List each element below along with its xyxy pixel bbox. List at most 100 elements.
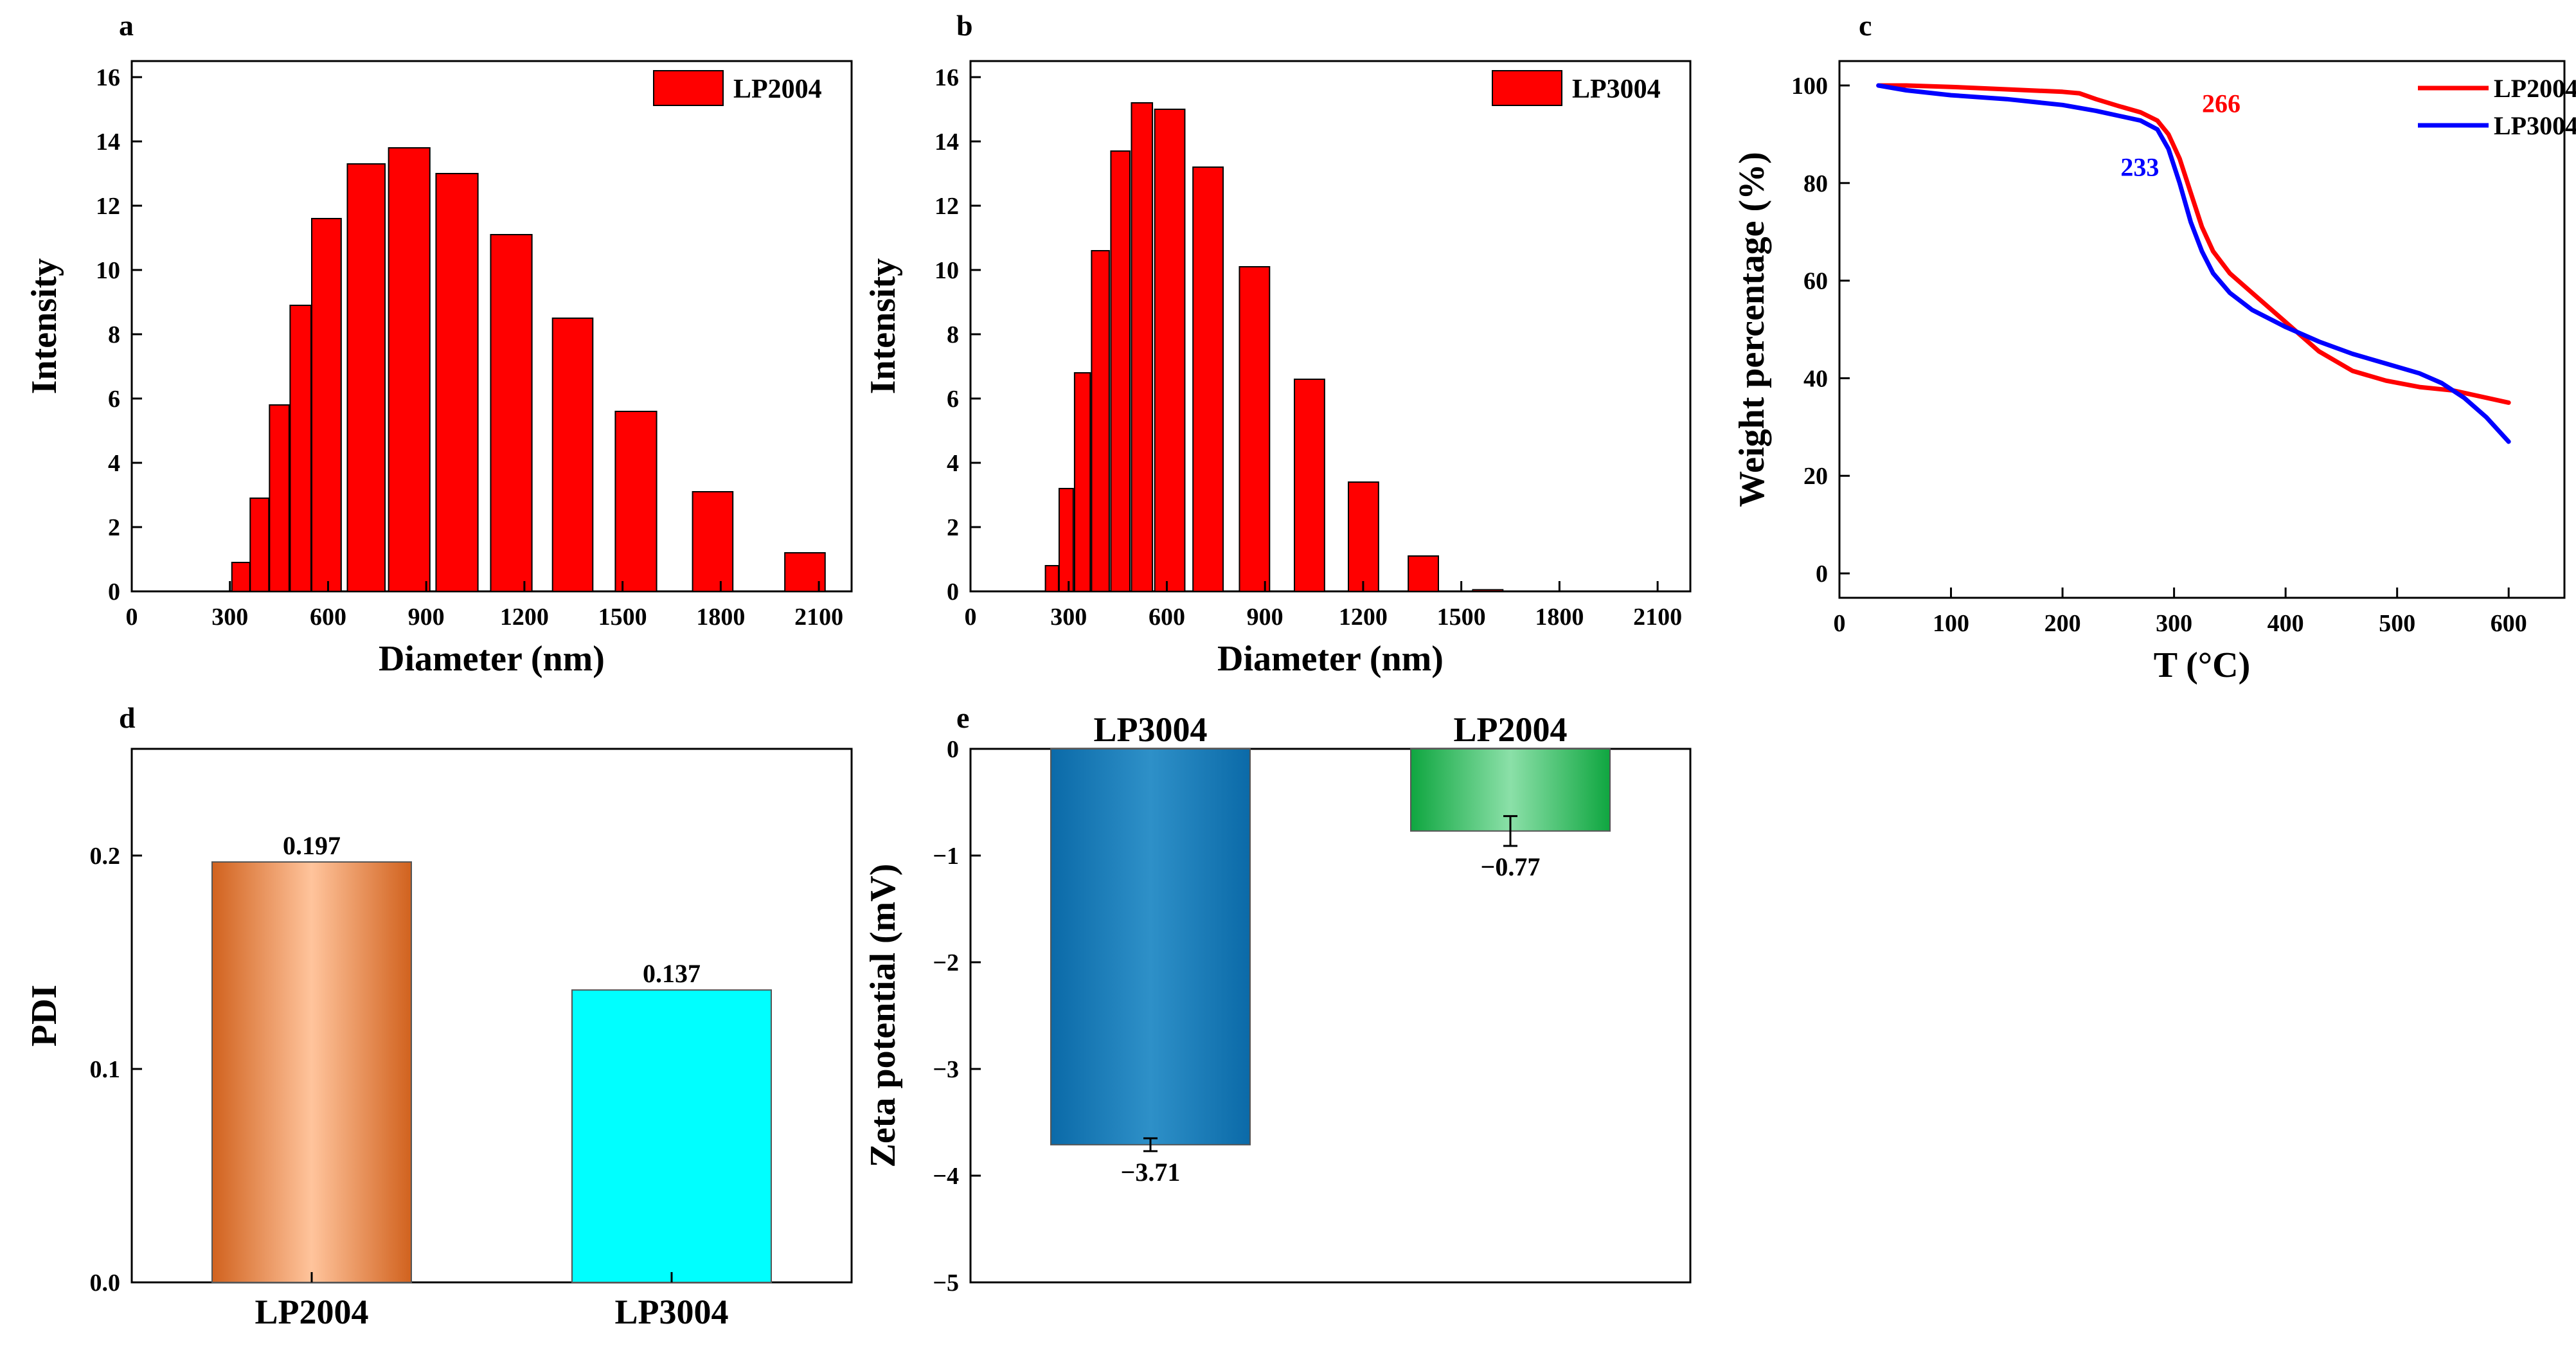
panel-label: c bbox=[1859, 9, 1872, 42]
histogram-bar bbox=[1294, 379, 1325, 592]
x-tick-label: 400 bbox=[2267, 610, 2304, 637]
y-tick-label: 4 bbox=[947, 450, 959, 477]
y-tick-label: 0.0 bbox=[90, 1270, 121, 1297]
x-tick-label: 300 bbox=[2156, 610, 2192, 637]
x-axis-title: Diameter (nm) bbox=[1217, 639, 1444, 679]
histogram-bar bbox=[1154, 109, 1186, 592]
y-axis-title: Intensity bbox=[24, 258, 64, 395]
plot-frame bbox=[969, 60, 1692, 593]
x-tick-label: 0 bbox=[1834, 610, 1846, 637]
panel-b: b 0 300 600 900 1200 1500 1800 2100 0 2 4 6 8 10 12 14 16… bbox=[863, 9, 1692, 679]
y-axis-title: Intensity bbox=[863, 258, 903, 395]
histogram-bar bbox=[289, 305, 312, 592]
histogram-bar bbox=[1408, 555, 1439, 592]
y-tick-label: 0 bbox=[108, 579, 120, 606]
y-tick-label: 2 bbox=[108, 514, 120, 541]
y-tick-label: 80 bbox=[1803, 170, 1828, 197]
histogram-bar bbox=[1044, 565, 1059, 592]
y-tick-label: 0 bbox=[947, 579, 959, 606]
y-tick-label: 10 bbox=[96, 257, 120, 284]
histogram-bar bbox=[1110, 150, 1131, 592]
y-tick-label: 6 bbox=[108, 386, 120, 413]
legend-label: LP3004 bbox=[2494, 111, 2576, 140]
y-tick-label: 14 bbox=[935, 129, 959, 156]
y-tick-label: 0 bbox=[1816, 561, 1828, 588]
x-tick-label: 900 bbox=[408, 604, 445, 631]
panel-label: e bbox=[956, 701, 969, 734]
data-label: 0.197 bbox=[283, 831, 341, 860]
y-tick-label: 8 bbox=[108, 321, 120, 348]
bar-lp3004 bbox=[571, 989, 772, 1284]
y-tick-label: −1 bbox=[933, 843, 959, 870]
histogram-bar bbox=[614, 411, 657, 592]
line-series-lp3004 bbox=[1876, 83, 2511, 444]
histogram-bar bbox=[551, 318, 594, 592]
x-axis-title: T (°C) bbox=[2154, 645, 2250, 685]
legend-swatch bbox=[1492, 70, 1562, 106]
x-tick-label: 2100 bbox=[794, 604, 843, 631]
x-category-label: LP3004 bbox=[1093, 710, 1207, 749]
data-label: 0.137 bbox=[643, 959, 701, 988]
y-tick-label: −4 bbox=[933, 1163, 959, 1190]
histogram-bar bbox=[692, 491, 734, 592]
x-tick-label: 300 bbox=[1050, 604, 1087, 631]
y-tick-label: 0.2 bbox=[90, 843, 121, 870]
x-tick-label: 0 bbox=[126, 604, 138, 631]
y-axis-title: Weight percentage (%) bbox=[1732, 152, 1772, 507]
x-tick-label: 0 bbox=[965, 604, 977, 631]
plot-frame bbox=[130, 748, 853, 1284]
y-axis-title: PDI bbox=[24, 985, 64, 1046]
histogram-bar bbox=[249, 498, 270, 592]
histogram-bar bbox=[388, 147, 431, 592]
x-tick-label: 600 bbox=[1149, 604, 1185, 631]
y-tick-label: 8 bbox=[947, 321, 959, 348]
y-tick-label: 60 bbox=[1803, 268, 1828, 295]
y-tick-label: −5 bbox=[933, 1270, 959, 1297]
histogram-bar bbox=[1073, 372, 1091, 592]
line-series-lp2004 bbox=[1876, 83, 2511, 405]
y-tick-label: −2 bbox=[933, 949, 959, 976]
x-tick-label: 600 bbox=[310, 604, 346, 631]
temperature-annotation: 266 bbox=[2202, 89, 2241, 118]
legend-label: LP2004 bbox=[2494, 74, 2576, 103]
histogram-bar bbox=[346, 163, 386, 592]
x-tick-label: 2100 bbox=[1633, 604, 1682, 631]
histogram-bar bbox=[1472, 589, 1504, 592]
x-tick-label: 900 bbox=[1247, 604, 1284, 631]
plot-frame bbox=[969, 748, 1692, 1284]
x-category-label: LP3004 bbox=[614, 1293, 728, 1331]
panel-d: d 0.0 0.1 0.2 0.197 LP2004 0.137 LP3004 PDI bbox=[24, 701, 853, 1331]
histogram-bar bbox=[311, 218, 342, 592]
panel-label: a bbox=[119, 9, 134, 42]
y-axis-title: Zeta potential (mV) bbox=[863, 864, 903, 1168]
histogram-bar bbox=[1348, 481, 1379, 592]
y-tick-label: 10 bbox=[935, 257, 959, 284]
x-tick-label: 100 bbox=[1933, 610, 1969, 637]
panel-label: b bbox=[956, 9, 973, 42]
y-tick-label: 6 bbox=[947, 386, 959, 413]
x-tick-label: 600 bbox=[2491, 610, 2527, 637]
x-tick-label: 1800 bbox=[696, 604, 745, 631]
x-axis-title: Diameter (nm) bbox=[379, 639, 605, 679]
x-tick-label: 1200 bbox=[500, 604, 549, 631]
y-tick-label: 2 bbox=[947, 514, 959, 541]
y-tick-label: 16 bbox=[96, 64, 120, 91]
y-tick-label: −3 bbox=[933, 1056, 959, 1083]
temperature-annotation: 233 bbox=[2120, 152, 2159, 181]
panel-a: a 0 300 600 900 1200 1500 1800 2100 0 2 4 6 8 10 12 14 16… bbox=[24, 9, 853, 679]
histogram-bar bbox=[269, 404, 290, 592]
y-tick-label: 12 bbox=[96, 193, 120, 220]
histogram-bar bbox=[1192, 166, 1224, 592]
y-tick-label: 20 bbox=[1803, 463, 1828, 490]
x-tick-label: 300 bbox=[211, 604, 248, 631]
x-tick-label: 500 bbox=[2379, 610, 2415, 637]
x-tick-label: 200 bbox=[2044, 610, 2081, 637]
y-tick-label: 0 bbox=[947, 736, 959, 763]
histogram-bar bbox=[231, 562, 251, 592]
plot-frame bbox=[1838, 60, 2566, 599]
histogram-bar bbox=[1058, 488, 1074, 592]
histogram-bar bbox=[1091, 250, 1110, 592]
y-tick-label: 4 bbox=[108, 450, 120, 477]
bar-lp3004 bbox=[1050, 748, 1251, 1145]
histogram-bar bbox=[1131, 102, 1154, 592]
